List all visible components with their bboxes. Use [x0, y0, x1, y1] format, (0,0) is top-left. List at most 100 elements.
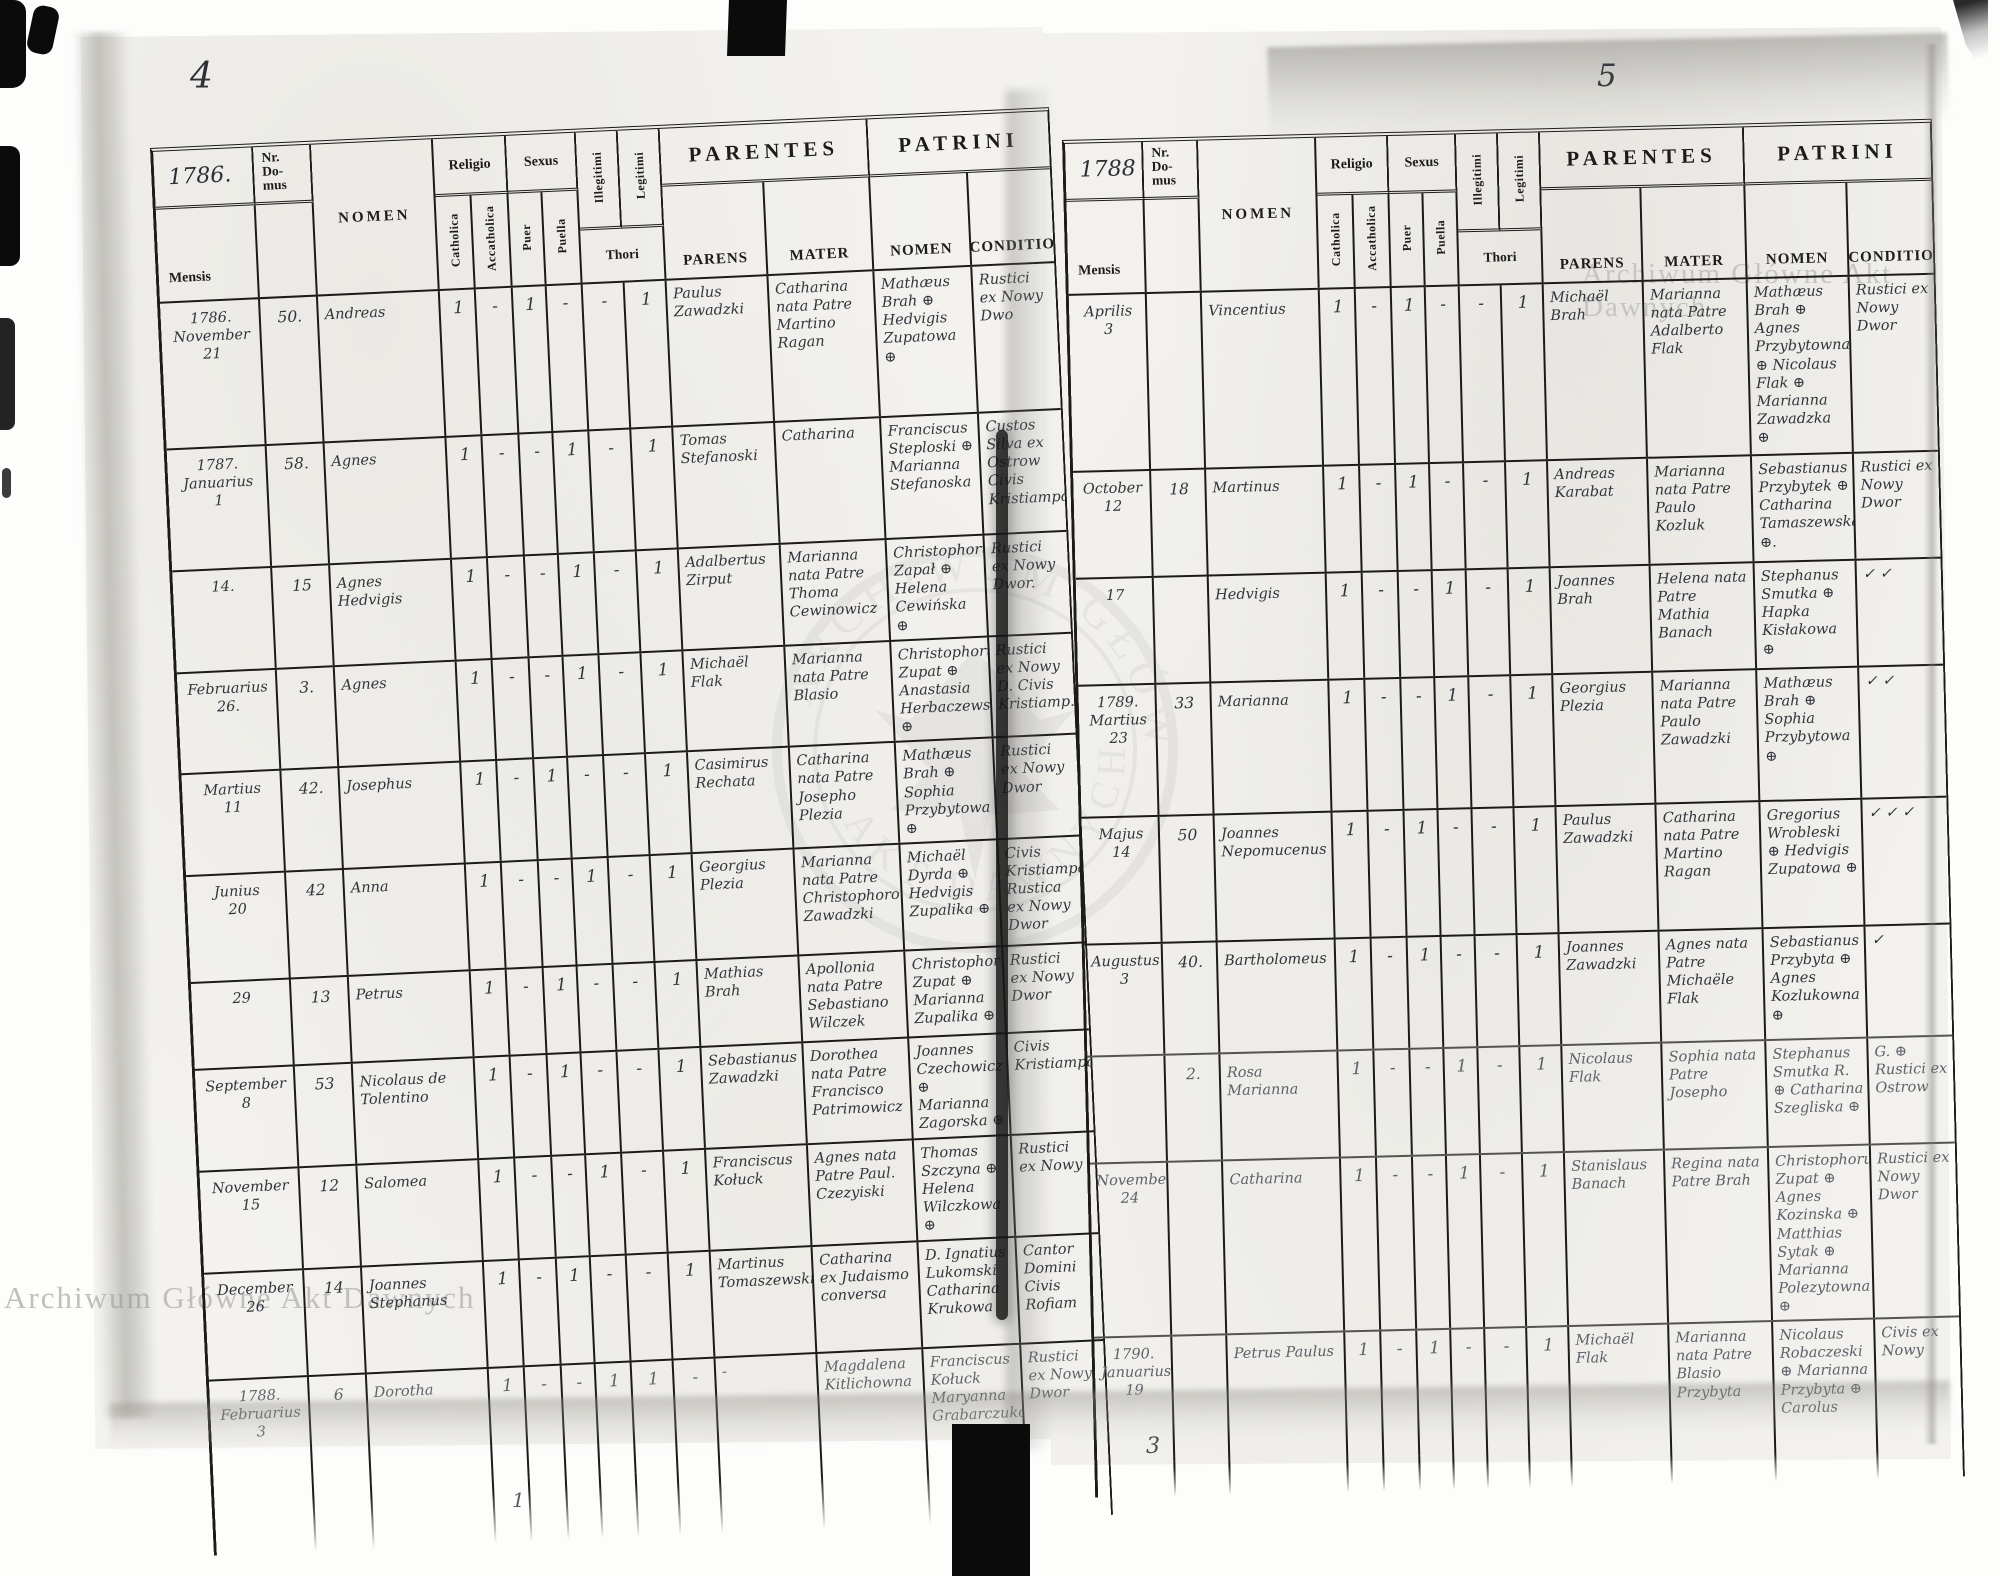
cell-patrini-conditio: Civis Kristiampol. Rustica ex Nowy Dwor	[1004, 844, 1085, 935]
cell-illegitimi: -	[604, 754, 651, 856]
mater-header: MATER	[1641, 185, 1748, 280]
cell-illegitimi: -	[1480, 1154, 1528, 1328]
sexus-header: Sexus	[505, 132, 579, 194]
cell-mensis: Junius 20	[186, 872, 291, 982]
cell-mater: Catharina	[775, 418, 887, 543]
cell-patrini-nomen: Michaël Dyrda ⊕ Hedvigis Zupalika ⊕	[900, 840, 1004, 950]
cell-catholica: 1	[1340, 1157, 1382, 1331]
cell-accatholica: -	[1360, 464, 1399, 571]
cell-accatholica: -	[492, 657, 535, 760]
cell-catholica: 1	[483, 1259, 525, 1367]
cell-accatholica: -	[519, 1258, 562, 1365]
cell-patrini-conditio: Rustici ex Nowy Dwor	[1876, 1149, 1950, 1204]
register-row: 2. Rosa Marianna 1 - - 1 - 1 Nicolaus Fl…	[1087, 1034, 1955, 1163]
cell-puella: -	[581, 1051, 623, 1154]
cell-puella: 1	[558, 553, 600, 655]
cell-patrini-conditio: ✓ ✓ ✓	[1868, 804, 1915, 822]
cell-puella: 1	[1432, 570, 1470, 677]
cell-patrini-nomen: Nicolaus Robaczeski ⊕ Marianna Przybyta …	[1773, 1319, 1879, 1448]
cell-puella: 1	[1444, 1048, 1481, 1154]
cell-legitimi: 1	[624, 280, 674, 428]
cell-catholica: 1	[456, 659, 498, 761]
cell-accatholica: -	[1381, 1330, 1421, 1457]
thori-header: Thori	[1458, 230, 1544, 285]
table-rows-left: 1786. November 21 50. Andreas 1 - 1 - - …	[159, 261, 1109, 1491]
cell-mater: Sophia nata Patre Josepho	[1662, 1041, 1769, 1149]
cell-patrini-conditio: Civis Kristiampol.	[1013, 1037, 1094, 1074]
register-row: October 12 18 Martinus 1 - 1 - - 1 Andre…	[1073, 449, 1941, 578]
cell-nomen: Petrus Paulus	[1227, 1332, 1349, 1461]
catholica-header: Catholica	[1317, 194, 1356, 288]
cell-patrini-nomen: Christophorus Zupat ⊕ Agnes Kozinska ⊕ M…	[1768, 1145, 1876, 1321]
cell-legitimi: 1	[631, 427, 679, 550]
register-row: Augustus 3 40. Bartholomeus 1 - 1 - - 1 …	[1084, 922, 1953, 1056]
thori-header: Thori	[580, 226, 667, 283]
cell-mensis: 29	[190, 979, 295, 1069]
cell-parens: Paulus Zawadzki	[1556, 804, 1660, 933]
register-row: 17 Hedvigis 1 - - 1 - 1 Joannes Brah Hel…	[1075, 556, 1944, 685]
puer-header: Puer	[1389, 193, 1426, 286]
cell-mater: Catharina nata Patre Martino Ragan	[768, 271, 881, 421]
register-row: November 24 Catharina 1 - - 1 - 1 Stanis…	[1089, 1141, 1959, 1337]
cell-parens: Stanislaus Banach	[1564, 1150, 1670, 1326]
cell-mater: Dorothea nata Patre Francisco Patrimowic…	[803, 1038, 914, 1144]
cell-mater: Marianna nata Patre Thoma Cewinowicz	[780, 539, 892, 645]
binding-strip-top	[727, 0, 787, 56]
cell-parens: Paulus Zawadzki	[666, 276, 776, 426]
folio-number-right: 5	[1597, 58, 1617, 94]
cell-mensis: November 15	[199, 1168, 304, 1273]
cell-illegitimi: -	[1469, 676, 1515, 808]
cell-catholica: 1	[446, 436, 488, 558]
cell-legitimi: 1	[1506, 461, 1551, 568]
cell-patrini-conditio: Rustici ex Nowy	[1017, 1139, 1083, 1176]
cell-catholica: 1	[1326, 572, 1366, 679]
cell-catholica: 1	[470, 969, 511, 1057]
cell-catholica: 1	[474, 1056, 516, 1158]
cell-mensis: December 26	[204, 1269, 309, 1380]
cell-puella: -	[590, 1255, 632, 1362]
cell-nr-domus: 50.	[259, 296, 325, 445]
cell-parens: Adalbertus Zirput	[678, 544, 786, 649]
cell-patrini-conditio: Civis ex Nowy	[1881, 1324, 1939, 1360]
illegitimi-header: Illegitimi	[575, 130, 623, 231]
cell-mater: Helena nata Patre Mathia Banach	[1650, 563, 1758, 671]
cell-mensis: September 8	[194, 1066, 300, 1171]
cell-mensis: Aprilis 3	[1068, 293, 1152, 471]
cell-legitimi: 1	[1514, 807, 1560, 934]
cell-nr-domus: 58.	[266, 443, 331, 566]
cell-illegitimi: -	[594, 551, 642, 653]
year-cell: 1788	[1065, 142, 1145, 202]
cell-legitimi: 1	[1527, 1327, 1573, 1454]
cell-puella: 1	[1446, 1155, 1486, 1328]
cell-puer: 1	[547, 1053, 587, 1155]
cell-illegitimi: -	[1459, 285, 1506, 462]
patrini-header: PATRINI	[867, 111, 1050, 178]
cell-parens: Joannes Zawadzki	[1559, 931, 1663, 1045]
cell-accatholica: -	[497, 759, 539, 861]
cell-puer: -	[519, 432, 559, 555]
torn-corner-mark	[1953, 0, 1988, 80]
conditio-header: CONDITIO	[969, 236, 1056, 256]
archive-watermark-top: Archiwum Główne Akt Dawnych	[1582, 258, 1893, 323]
cell-illegitimi: -	[1464, 462, 1509, 569]
cell-nr-domus: 42	[286, 869, 349, 978]
register-table-right: 1788 Mensis Nr. Do- mus NOMEN Religio Ca…	[1062, 118, 1965, 1498]
cell-mater: Magdalena Kitlichowna	[817, 1348, 929, 1464]
cell-puella: -	[1430, 463, 1467, 570]
cell-catholica: 1	[1345, 1331, 1385, 1458]
cell-nr-domus: 18	[1151, 469, 1209, 576]
cell-legitimi: 1	[664, 1149, 711, 1252]
cell-mater: Catharina nata Patre Josepho Plezia	[789, 743, 901, 848]
edge-blot	[0, 0, 26, 88]
cell-catholica: 1	[461, 761, 502, 863]
edge-blot	[0, 318, 15, 430]
cell-nr-domus: 12	[299, 1165, 362, 1268]
cell-puella: -	[1425, 286, 1464, 463]
cell-mater: Regina nata Patre Brah	[1664, 1148, 1774, 1323]
cell-catholica: 1	[1329, 679, 1369, 811]
mater-header: MATER	[764, 177, 875, 275]
cell-accatholica: -	[524, 1365, 567, 1477]
cell-mater: Marianna nata Patre Paulo Kozluk	[1647, 456, 1755, 564]
cell-nomen: Vincentius	[1201, 289, 1325, 468]
